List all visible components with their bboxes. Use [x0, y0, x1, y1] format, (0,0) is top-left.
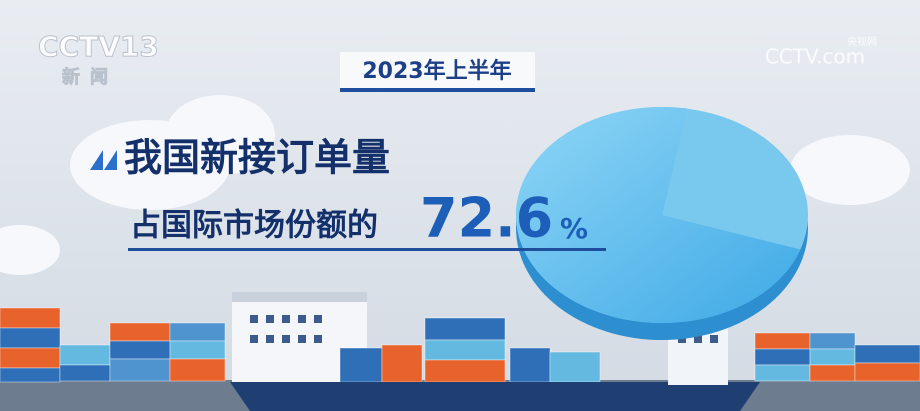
- share-unit: %: [560, 212, 588, 245]
- containers: [0, 307, 920, 383]
- period-underline: [340, 88, 535, 92]
- watermark-site: CCTV.com: [765, 45, 865, 69]
- subline: 占国际市场份额的: [130, 208, 378, 244]
- headline-underline: [128, 248, 606, 251]
- period-box: [340, 52, 535, 92]
- share-value: 72.6: [420, 187, 553, 250]
- pie-chart: [515, 106, 808, 340]
- clouds: [0, 95, 910, 275]
- headline: 我国新接订单量: [124, 136, 390, 180]
- pie-slice: [515, 106, 801, 324]
- ship-hull: [230, 382, 760, 411]
- watermark-name: 央视网: [847, 35, 877, 48]
- chevrons: [90, 150, 117, 170]
- period: 2023年上半年: [362, 58, 511, 84]
- channel-logo: CCTV13: [38, 30, 159, 63]
- channel-name: 新闻: [62, 66, 118, 88]
